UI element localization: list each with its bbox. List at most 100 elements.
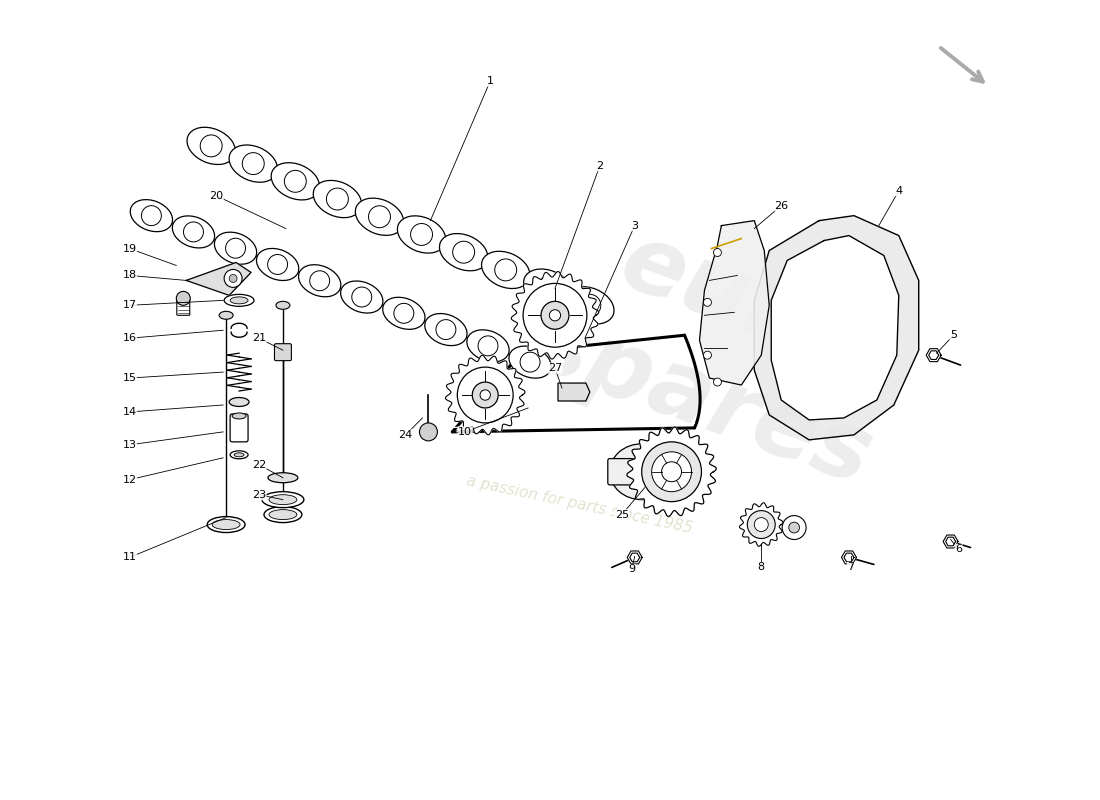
Circle shape: [472, 382, 498, 408]
Text: 25: 25: [615, 510, 629, 520]
Text: 12: 12: [122, 474, 136, 485]
Text: 7: 7: [847, 562, 855, 573]
Circle shape: [789, 522, 800, 533]
Polygon shape: [558, 383, 590, 401]
Polygon shape: [943, 535, 958, 548]
Polygon shape: [946, 537, 956, 546]
Circle shape: [184, 222, 204, 242]
Text: 3: 3: [631, 221, 638, 230]
Circle shape: [285, 170, 306, 192]
Ellipse shape: [173, 216, 214, 248]
Polygon shape: [186, 262, 251, 295]
Circle shape: [176, 291, 190, 306]
Circle shape: [755, 518, 768, 531]
Ellipse shape: [383, 298, 425, 330]
FancyBboxPatch shape: [177, 298, 190, 315]
Ellipse shape: [314, 181, 362, 218]
Text: a passion for parts since 1985: a passion for parts since 1985: [465, 474, 694, 536]
Circle shape: [480, 390, 491, 400]
FancyBboxPatch shape: [608, 458, 675, 485]
Circle shape: [651, 452, 692, 492]
Circle shape: [410, 223, 432, 246]
Ellipse shape: [270, 494, 297, 505]
Text: 8: 8: [758, 562, 764, 573]
Ellipse shape: [524, 269, 572, 306]
Circle shape: [226, 238, 245, 258]
Text: 26: 26: [774, 201, 789, 210]
Ellipse shape: [397, 216, 446, 253]
Text: 13: 13: [122, 440, 136, 450]
Ellipse shape: [466, 330, 509, 362]
Text: 2: 2: [596, 161, 604, 171]
Ellipse shape: [262, 492, 304, 508]
Ellipse shape: [482, 251, 530, 289]
Text: euro
spares: euro spares: [519, 196, 920, 504]
Text: 11: 11: [122, 553, 136, 562]
Text: 6: 6: [955, 545, 962, 554]
Polygon shape: [844, 553, 854, 562]
Circle shape: [478, 336, 498, 356]
Circle shape: [436, 320, 455, 339]
Circle shape: [747, 510, 776, 538]
Polygon shape: [739, 502, 783, 546]
Text: 20: 20: [209, 190, 223, 201]
Text: 22: 22: [252, 460, 266, 470]
Text: 19: 19: [122, 243, 136, 254]
Circle shape: [267, 254, 287, 274]
Polygon shape: [755, 216, 918, 440]
Text: 4: 4: [895, 186, 902, 196]
Text: 5: 5: [950, 330, 957, 340]
FancyBboxPatch shape: [230, 414, 249, 442]
Text: 27: 27: [548, 363, 562, 373]
Circle shape: [242, 153, 264, 174]
Ellipse shape: [276, 302, 290, 310]
Polygon shape: [627, 427, 716, 517]
Circle shape: [229, 274, 238, 282]
Circle shape: [495, 259, 517, 281]
Circle shape: [142, 206, 162, 226]
Ellipse shape: [212, 519, 240, 530]
Ellipse shape: [440, 234, 487, 271]
Text: 23: 23: [252, 490, 266, 500]
Polygon shape: [842, 551, 857, 564]
Polygon shape: [771, 235, 899, 420]
Circle shape: [453, 242, 474, 263]
Ellipse shape: [609, 444, 673, 500]
Ellipse shape: [207, 517, 245, 533]
Circle shape: [352, 287, 372, 307]
Circle shape: [549, 310, 561, 321]
Circle shape: [661, 462, 682, 482]
Circle shape: [704, 351, 712, 359]
Text: 16: 16: [122, 334, 136, 343]
Ellipse shape: [214, 232, 256, 264]
Text: 1: 1: [486, 76, 494, 86]
Circle shape: [520, 352, 540, 372]
Circle shape: [541, 302, 569, 330]
Circle shape: [224, 270, 242, 287]
Ellipse shape: [187, 127, 235, 165]
Ellipse shape: [355, 198, 404, 235]
Circle shape: [327, 188, 349, 210]
Ellipse shape: [565, 286, 614, 324]
Circle shape: [458, 367, 513, 423]
Text: 10: 10: [459, 427, 472, 437]
Ellipse shape: [341, 281, 383, 313]
Ellipse shape: [272, 162, 319, 200]
Ellipse shape: [256, 249, 299, 281]
Ellipse shape: [229, 398, 249, 406]
Text: 17: 17: [122, 300, 136, 310]
Polygon shape: [512, 271, 598, 359]
Ellipse shape: [509, 346, 551, 378]
Ellipse shape: [229, 145, 277, 182]
Circle shape: [579, 294, 601, 316]
Circle shape: [782, 515, 806, 539]
Ellipse shape: [234, 453, 244, 457]
FancyBboxPatch shape: [275, 344, 292, 361]
Circle shape: [368, 206, 390, 228]
Ellipse shape: [130, 200, 173, 232]
Text: 18: 18: [122, 270, 136, 281]
Text: 9: 9: [628, 565, 636, 574]
Text: 15: 15: [122, 373, 136, 383]
Text: 21: 21: [252, 334, 266, 343]
Circle shape: [537, 277, 559, 298]
